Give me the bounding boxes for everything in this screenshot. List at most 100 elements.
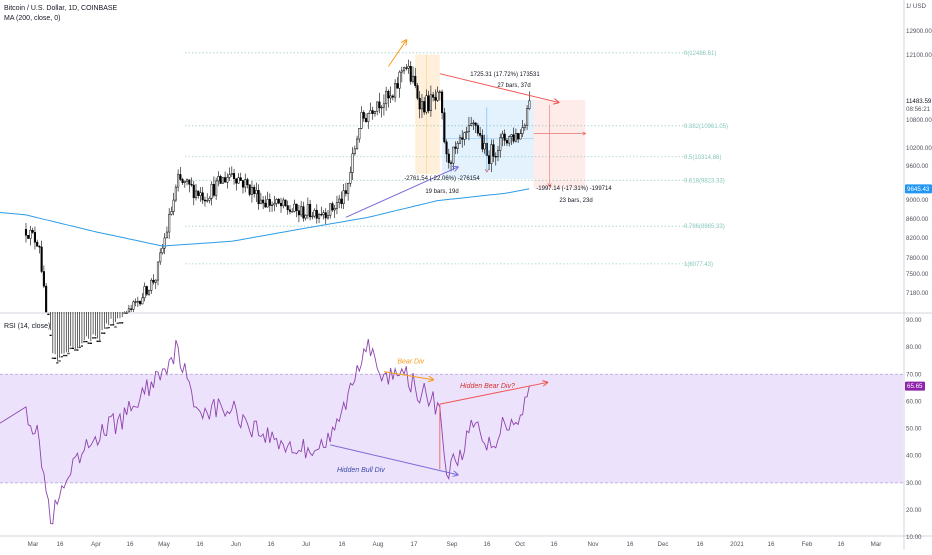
time-tick-label: Feb: [802, 541, 813, 548]
time-tick-label: 16: [127, 541, 134, 548]
time-tick-label: 16: [838, 541, 845, 548]
candle-body: [425, 95, 428, 113]
candle-body: [387, 90, 390, 99]
candle-body: [197, 190, 200, 196]
candle-body: [476, 125, 479, 134]
fib-level-label: 1(8077.43): [684, 262, 713, 268]
candle-body: [192, 184, 195, 199]
candle-body: [324, 212, 327, 219]
rsi-value-tag: [905, 381, 925, 391]
rsi-title[interactable]: RSI (14, close): [4, 323, 51, 330]
candle-body: [268, 199, 271, 206]
candle-body: [331, 203, 334, 211]
time-tick-label: Mar: [871, 541, 882, 548]
candle-body: [194, 190, 198, 199]
candle-body: [159, 252, 162, 263]
candle-body: [141, 297, 144, 305]
hidden-bear-div-arrow[interactable]: [439, 382, 547, 405]
candle-body: [432, 94, 435, 98]
time-tick-label: 16: [627, 541, 634, 548]
ma-legend[interactable]: MA (200, close, 0): [4, 15, 61, 22]
candle-body: [163, 237, 166, 249]
bear-div-label: Bear Div: [397, 358, 424, 365]
candle-body: [472, 122, 475, 124]
candle-body: [496, 150, 500, 157]
bear-div-arrow[interactable]: [383, 371, 433, 380]
candle-body: [279, 202, 283, 207]
price-tick-label: 10200.00: [906, 145, 932, 152]
time-tick-label: Jul: [302, 541, 310, 548]
hidden-bull-div-arrow[interactable]: [330, 444, 458, 475]
candle-body: [420, 101, 423, 110]
rsi-tick-label: 80.00: [906, 344, 922, 351]
candle-body: [147, 290, 151, 295]
candle-body: [130, 308, 133, 310]
candle-body: [230, 173, 233, 175]
fib-level-label: 0.786(8865.33): [684, 224, 725, 230]
candle-body: [492, 144, 495, 157]
rsi-line[interactable]: [0, 338, 530, 525]
candle-body: [134, 301, 137, 303]
candle-body: [98, 340, 101, 343]
candle-body: [286, 205, 289, 211]
fib-level-label: 0.5(10314.86): [684, 155, 721, 161]
candle-body: [481, 135, 484, 150]
time-tick-label: Mar: [28, 541, 39, 548]
candle-body: [217, 176, 220, 182]
candle-body: [45, 285, 48, 313]
ma-200-line[interactable]: [0, 188, 530, 247]
candle-body: [62, 354, 66, 357]
hidden-bear-div-label: Hidden Bear Div?: [460, 383, 515, 390]
candle-body: [244, 179, 247, 188]
bear-trend-arrow[interactable]: [439, 73, 559, 103]
candle-body: [483, 142, 486, 150]
candle-body: [232, 173, 236, 179]
candle-body: [190, 183, 193, 186]
candle-body: [474, 122, 477, 126]
candle-body: [170, 211, 173, 215]
candle-body: [326, 215, 330, 219]
bull-trend-arrow[interactable]: [345, 167, 458, 218]
candle-body: [275, 199, 278, 204]
candle-body: [143, 286, 146, 299]
candle-body: [463, 132, 466, 140]
candle-body: [282, 199, 285, 207]
candle-body: [371, 110, 374, 114]
candle-body: [380, 106, 383, 109]
candle-body: [215, 180, 218, 196]
orange-trend-arrow[interactable]: [387, 40, 406, 67]
candle-body: [150, 279, 153, 291]
candle-body: [403, 67, 406, 72]
price-tick-label: 8600.00: [906, 216, 929, 223]
measure-annotation: 1725.31 (17.72%) 173531: [470, 72, 540, 78]
candle-body: [427, 95, 430, 112]
candle-body: [181, 179, 184, 183]
time-tick-label: Oct: [515, 541, 525, 548]
candle-body: [224, 177, 227, 183]
candle-body: [443, 112, 446, 143]
candle-body: [38, 246, 41, 248]
time-tick-label: Jun: [231, 541, 242, 548]
candle-body: [344, 190, 347, 194]
candle-body: [248, 184, 251, 195]
candle-body: [136, 301, 139, 303]
symbol-title[interactable]: Bitcoin / U.S. Dollar, 1D, COINBASE: [4, 5, 118, 12]
time-tick-label: Apr: [91, 541, 101, 548]
candle-body: [351, 153, 354, 173]
candle-body: [253, 186, 256, 195]
candle-body: [284, 199, 287, 206]
fib-level-label: 0.382(10961.05): [684, 124, 728, 130]
rsi-band: [0, 374, 903, 483]
candle-body: [291, 211, 294, 213]
candle-body: [441, 91, 444, 113]
candle-body: [127, 308, 130, 313]
rsi-tick-label: 10.00: [906, 534, 922, 541]
candle-body: [333, 208, 336, 211]
candle-body: [465, 131, 468, 133]
time-tick-label: 17: [411, 541, 418, 548]
candle-body: [416, 85, 419, 99]
candle-body: [36, 241, 39, 247]
candle-body: [407, 66, 410, 69]
